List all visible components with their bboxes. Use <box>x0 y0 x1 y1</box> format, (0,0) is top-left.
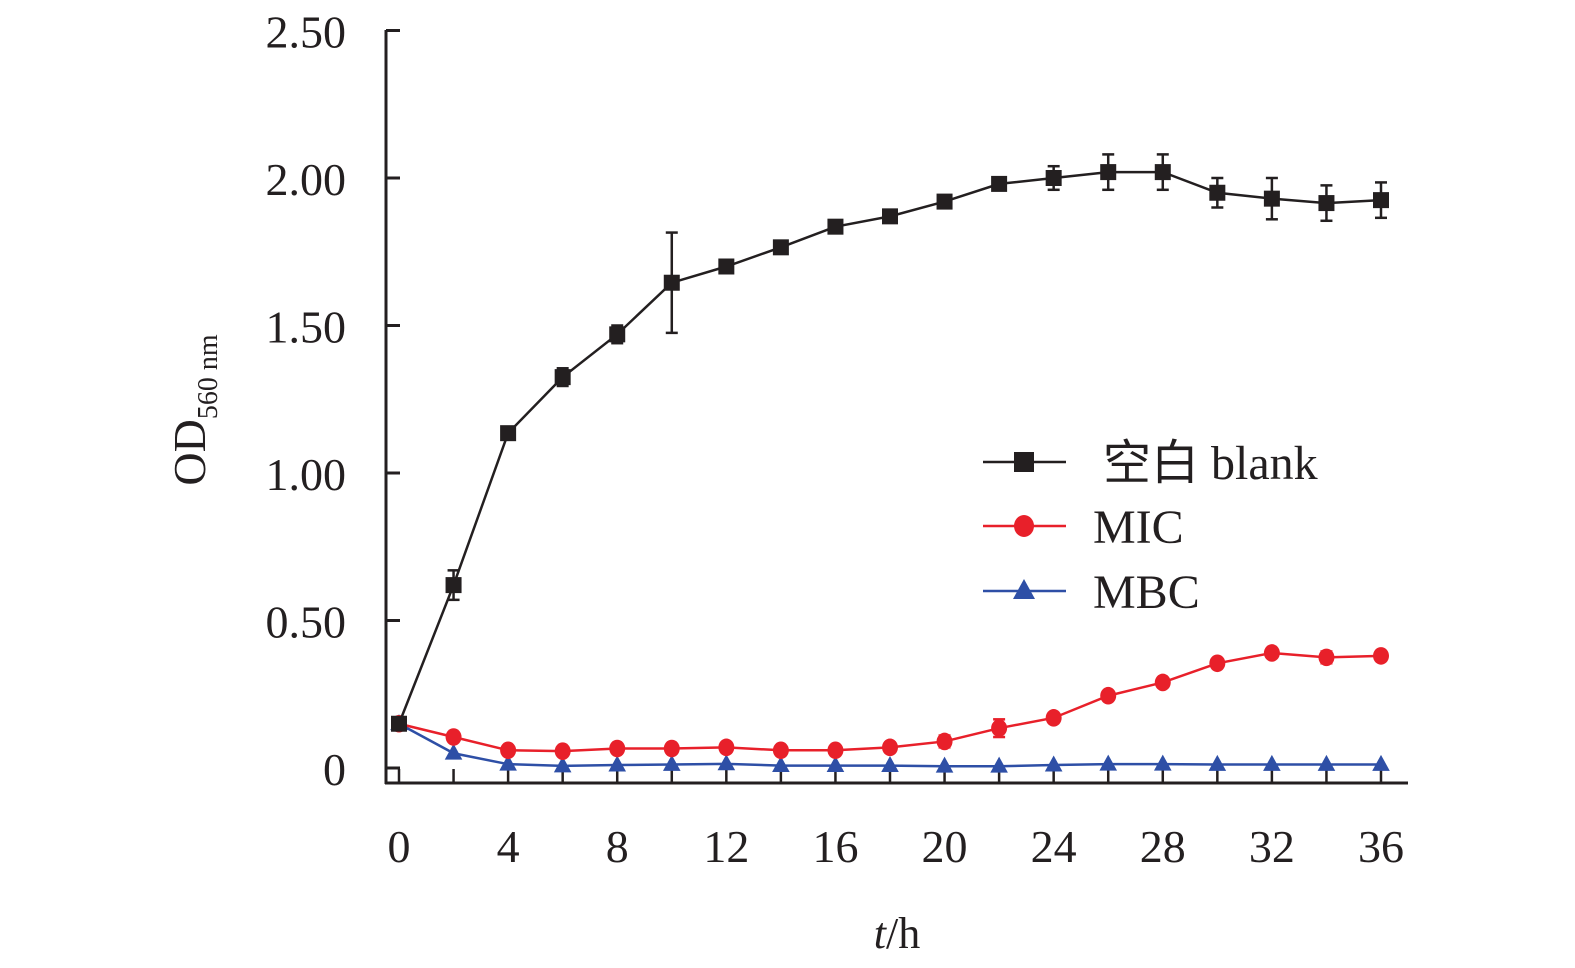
axes: 0 0.50 1.00 1.50 2.00 2.50 0 4 8 12 16 20 24 28 32 36 <box>266 7 1408 872</box>
circle-marker <box>882 738 898 757</box>
triangle-marker <box>826 756 845 773</box>
legend-label: 空白 blank <box>1103 437 1318 490</box>
circle-marker <box>936 732 953 751</box>
x-tick-label: 8 <box>606 821 629 872</box>
circle-marker <box>1209 654 1226 673</box>
square-marker <box>1045 170 1062 186</box>
circle-marker <box>991 719 1008 737</box>
square-marker <box>445 577 462 594</box>
triangle-marker <box>1317 754 1336 771</box>
y-axis-label: OD560 nm <box>164 334 224 485</box>
y-tick-label: 1.00 <box>266 449 347 500</box>
circle-marker <box>1373 647 1389 665</box>
legend-item: MIC <box>983 501 1184 554</box>
triangle-marker <box>553 756 572 773</box>
square-marker <box>554 369 571 386</box>
circle-marker <box>663 739 680 758</box>
triangle-marker <box>444 743 463 760</box>
circle-marker <box>554 742 571 760</box>
square-marker <box>1209 184 1226 201</box>
x-tick-label: 36 <box>1358 821 1404 872</box>
square-marker <box>827 218 844 235</box>
circle-marker <box>827 741 844 760</box>
square-marker <box>500 425 517 442</box>
triangle-marker <box>608 755 627 772</box>
y-tick-label: 0.50 <box>266 597 347 648</box>
triangle-marker <box>1372 754 1390 771</box>
circle-marker <box>500 741 517 760</box>
x-tick-label: 12 <box>703 821 749 872</box>
square-marker <box>991 175 1008 192</box>
square-marker <box>882 208 898 225</box>
triangle-marker <box>1044 755 1063 772</box>
circle-marker <box>609 739 626 758</box>
x-tick-label: 4 <box>497 821 520 872</box>
circle-marker <box>445 728 462 746</box>
circle-marker <box>718 738 735 757</box>
square-marker <box>663 274 680 291</box>
legend-item: MBC <box>983 566 1200 619</box>
square-marker <box>772 239 789 256</box>
y-tick-label: 0 <box>323 744 346 795</box>
square-marker <box>1263 190 1280 207</box>
triangle-marker <box>499 754 517 771</box>
x-tick-label: 0 <box>388 821 411 872</box>
series-circle <box>391 644 1389 760</box>
square-marker <box>718 258 735 275</box>
legend-label: MBC <box>1093 566 1200 619</box>
series-triangle <box>390 714 1390 773</box>
x-tick-label: 20 <box>922 821 968 872</box>
triangle-marker <box>717 754 736 771</box>
square-marker <box>1100 164 1117 181</box>
triangle-marker <box>1263 754 1281 771</box>
triangle-marker <box>935 756 954 773</box>
y-tick-label: 2.00 <box>266 154 347 205</box>
x-tick-label: 28 <box>1140 821 1186 872</box>
square-marker <box>1154 164 1171 181</box>
x-tick-label: 32 <box>1249 821 1295 872</box>
triangle-marker <box>881 756 899 773</box>
circle-marker <box>772 741 789 760</box>
square-marker <box>1318 195 1335 212</box>
triangle-marker <box>772 756 790 773</box>
square-marker <box>1014 452 1034 472</box>
triangle-marker <box>990 756 1008 773</box>
x-tick-label: 24 <box>1031 821 1077 872</box>
series-layer <box>390 153 1390 773</box>
series-square <box>391 153 1389 732</box>
circle-marker <box>1154 673 1171 692</box>
legend: 空白 blank MIC MBC <box>983 437 1318 619</box>
triangle-marker <box>1208 754 1227 771</box>
x-axis-label: t/h <box>874 909 920 958</box>
square-marker <box>936 193 953 210</box>
triangle-marker <box>1153 754 1172 771</box>
circle-marker <box>1045 709 1062 727</box>
triangle-marker <box>662 754 681 771</box>
circle-marker <box>1263 644 1280 662</box>
legend-label: MIC <box>1093 501 1184 554</box>
legend-item: 空白 blank <box>983 437 1318 490</box>
square-marker <box>1373 192 1389 209</box>
circle-marker <box>1100 686 1117 705</box>
triangle-marker <box>1013 579 1035 599</box>
circle-marker <box>1014 515 1034 537</box>
y-tick-label: 2.50 <box>266 7 347 58</box>
y-tick-label: 1.50 <box>266 302 347 353</box>
circle-marker <box>1318 648 1335 667</box>
square-marker <box>609 326 626 343</box>
series-line <box>398 651 1382 753</box>
triangle-marker <box>1099 754 1118 771</box>
square-marker <box>391 715 407 732</box>
x-tick-label: 16 <box>812 821 858 872</box>
